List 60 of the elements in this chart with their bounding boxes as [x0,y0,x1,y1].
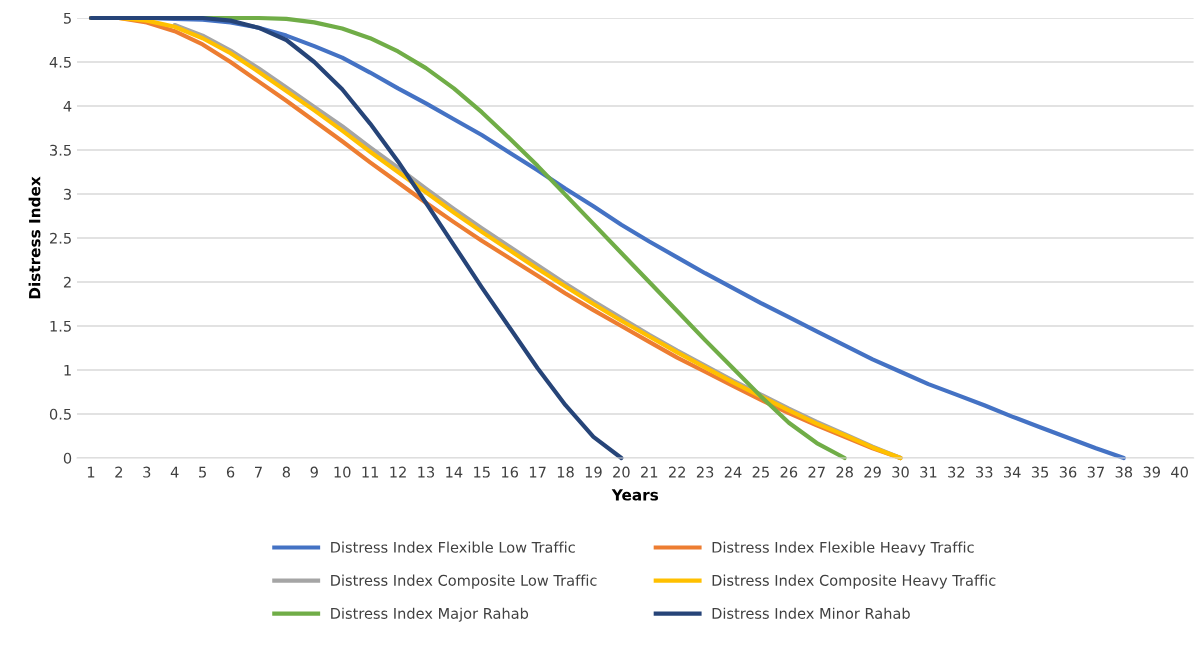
y-tick-label: 0.5 [49,408,71,420]
y-tick-label: 4 [63,100,72,112]
x-tick-label: 32 [948,466,965,478]
x-tick-label: 35 [1031,466,1049,478]
legend-label: Distress Index Flexible Low Traffic [331,541,575,553]
legend-label: Distress Index Flexible Heavy Traffic [712,541,974,556]
x-tick-label: 26 [780,466,798,478]
y-tick-label: 1 [64,364,71,376]
x-tick-label: 15 [474,466,490,478]
y-tick-label: 3.5 [50,144,71,156]
y-tick-label: 5 [63,12,71,24]
x-tick-label: 7 [255,466,262,478]
x-tick-label: 36 [1059,466,1077,478]
x-tick-label: 20 [613,466,630,478]
legend-label: Distress Index Composite Low Traffic [331,574,597,589]
x-tick-label: 37 [1087,466,1104,478]
y-tick-label: 2 [63,276,71,288]
legend-label: Distress Index Minor Rahab [712,607,910,619]
x-tick-label: 22 [668,466,685,478]
x-tick-label: 5 [199,466,206,478]
line-series [88,15,624,461]
y-tick-label: 2.5 [50,232,71,244]
x-axis-title: Years [611,489,659,501]
x-tick-label: 17 [529,466,546,478]
x-tick-label: 2 [115,466,123,478]
x-tick-label: 23 [696,466,714,478]
x-tick-label: 19 [585,466,602,478]
x-tick-label: 30 [892,466,909,478]
x-tick-label: 14 [446,466,463,478]
x-tick-label: 38 [1115,466,1133,478]
x-tick-label: 4 [170,466,179,478]
legend-label: Distress Index Composite Heavy Traffic [712,574,996,589]
x-tick-label: 39 [1143,466,1160,478]
x-tick-label: 12 [390,466,406,478]
x-tick-label: 16 [502,466,519,478]
x-tick-label: 13 [418,466,435,478]
x-tick-label: 6 [226,466,235,478]
x-tick-label: 24 [724,466,742,478]
y-axis-title: Distress Index [28,176,41,299]
x-tick-label: 33 [976,466,993,478]
x-tick-label: 21 [641,466,658,478]
x-tick-label: 10 [334,466,351,478]
x-tick-label: 9 [310,466,318,478]
y-tick-label: 0 [63,452,72,464]
x-tick-label: 8 [282,466,291,478]
y-tick-label: 4.5 [49,56,71,68]
x-tick-label: 3 [143,466,151,478]
x-tick-label: 1 [87,466,95,478]
y-tick-label: 3 [63,188,71,200]
legend-label: Distress Index Major Rahab [331,607,529,622]
x-tick-label: 27 [808,466,825,478]
x-tick-label: 34 [1003,466,1021,478]
x-tick-label: 11 [362,466,379,478]
x-tick-label: 29 [864,466,881,478]
x-tick-label: 28 [836,466,853,478]
x-tick-label: 40 [1171,466,1188,478]
x-tick-label: 18 [557,466,574,478]
y-tick-label: 1.5 [50,320,71,332]
x-tick-label: 31 [920,466,937,478]
x-tick-label: 25 [752,466,769,478]
